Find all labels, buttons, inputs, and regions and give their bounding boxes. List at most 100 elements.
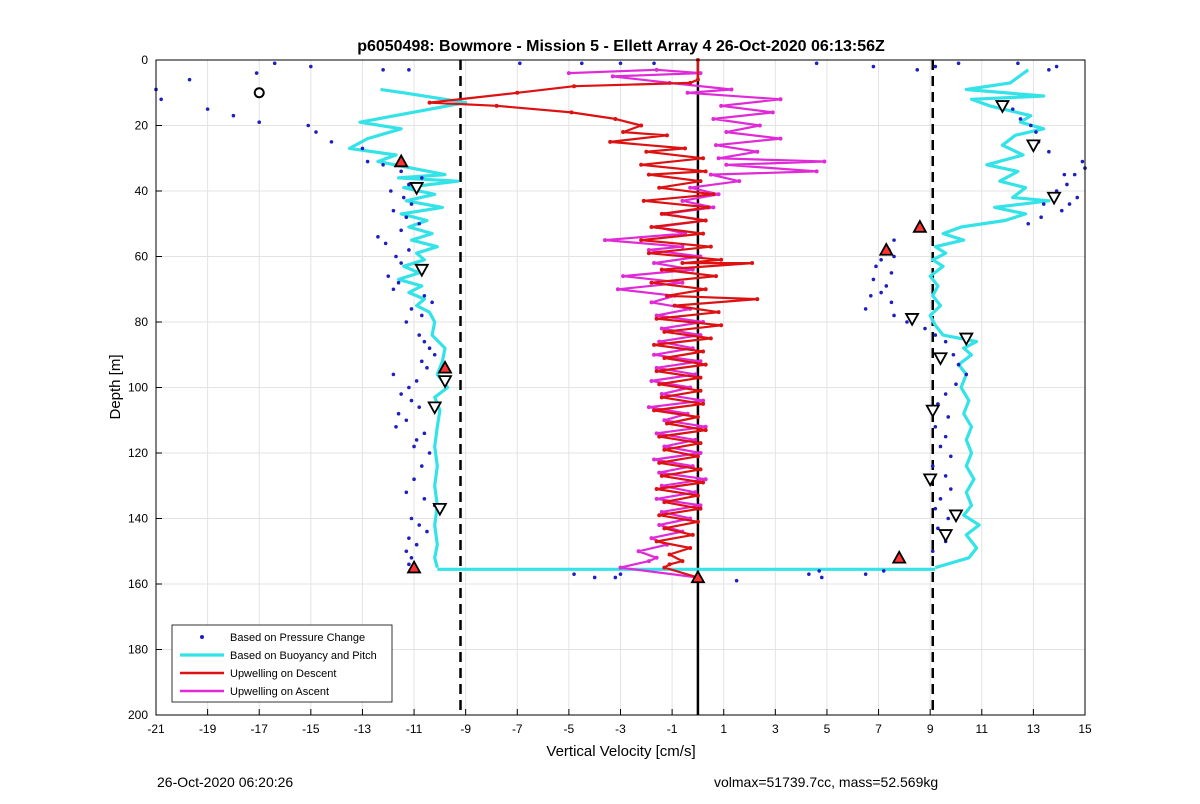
- ascent-point: [657, 339, 662, 344]
- pressure-point: [414, 542, 419, 547]
- pressure-point: [425, 529, 429, 534]
- ascent-point: [708, 172, 713, 177]
- pressure-point: [407, 562, 411, 567]
- up-triangle-marker: [690, 569, 706, 584]
- descent-point: [659, 211, 664, 216]
- descent-point: [662, 500, 667, 505]
- ascent-point: [711, 116, 716, 121]
- descent-point: [708, 336, 713, 341]
- pressure-point: [414, 379, 419, 383]
- pressure-point: [734, 578, 739, 583]
- pressure-point: [231, 113, 236, 118]
- ascent-point: [755, 149, 760, 154]
- x-tick-label: 7: [875, 722, 882, 736]
- descent-point: [667, 552, 672, 557]
- pressure-point: [396, 280, 401, 285]
- descent-point: [657, 460, 662, 465]
- pressure-point: [314, 130, 318, 134]
- ascent-point: [659, 326, 664, 331]
- ascent-point: [693, 490, 698, 495]
- ascent-point: [610, 74, 615, 79]
- y-tick-label: 20: [135, 119, 149, 133]
- pressure-point: [874, 264, 878, 269]
- descent-point: [639, 238, 644, 243]
- descent-point: [662, 329, 667, 334]
- x-tick-label: -13: [354, 722, 372, 736]
- ascent-point: [649, 536, 654, 541]
- pressure-point: [518, 61, 522, 66]
- pressure-point: [1029, 123, 1033, 128]
- pressure-point: [391, 208, 396, 213]
- pressure-point: [419, 176, 424, 180]
- descent-point: [652, 408, 657, 413]
- x-axis-label: Vertical Velocity [cm/s]: [546, 743, 695, 760]
- pressure-point: [422, 431, 427, 436]
- descent-point: [572, 84, 577, 89]
- descent-point: [683, 146, 688, 151]
- up-triangle-marker: [891, 549, 907, 564]
- descent-point: [608, 139, 613, 144]
- pressure-point: [404, 549, 409, 554]
- y-tick-label: 40: [135, 184, 149, 198]
- descent-point: [662, 526, 667, 531]
- ascent-point: [662, 444, 667, 449]
- pressure-point: [432, 352, 437, 357]
- pressure-point: [417, 405, 422, 409]
- ascent-point: [646, 405, 651, 410]
- descent-point: [708, 244, 713, 249]
- pressure-point: [592, 575, 597, 580]
- pressure-point: [964, 372, 969, 377]
- descent-point: [719, 257, 724, 262]
- descent-point: [654, 487, 659, 492]
- legend-label: Upwelling on Descent: [230, 668, 336, 680]
- descent-point: [695, 414, 700, 419]
- pressure-point: [943, 434, 948, 439]
- pressure-point: [930, 464, 935, 468]
- descent-point: [654, 316, 659, 321]
- pressure-point: [819, 575, 824, 580]
- y-axis-label: Depth [m]: [107, 354, 124, 419]
- descent-point: [680, 261, 685, 266]
- pressure-point: [381, 68, 385, 72]
- ascent-point: [778, 97, 783, 102]
- descent-point: [657, 382, 662, 387]
- down-triangle-marker: [1046, 191, 1062, 206]
- pressure-point: [954, 382, 958, 387]
- down-triangle-marker: [994, 100, 1010, 114]
- pressure-point: [425, 366, 429, 370]
- x-tick-label: -11: [406, 722, 423, 736]
- descent-point: [698, 179, 703, 184]
- y-tick-label: 180: [128, 643, 148, 657]
- x-tick-label: -15: [302, 722, 320, 736]
- buoyancy-line-downcast: [928, 68, 1051, 570]
- y-tick-label: 80: [135, 315, 149, 329]
- pressure-point: [956, 362, 961, 367]
- descent-point: [719, 323, 724, 328]
- y-tick-label: 120: [128, 446, 148, 460]
- pressure-point: [949, 454, 953, 459]
- ascent-point: [698, 503, 703, 508]
- descent-point: [654, 369, 659, 374]
- reference-lines: [459, 60, 934, 715]
- pressure-point: [407, 68, 411, 72]
- ascent-point: [690, 267, 695, 272]
- pressure-point: [409, 556, 414, 560]
- pressure-point: [652, 61, 656, 66]
- pressure-point: [187, 77, 192, 82]
- ascent-point: [566, 71, 571, 76]
- x-tick-label: -3: [615, 722, 626, 736]
- pressure-point: [412, 477, 416, 482]
- pressure-point: [417, 523, 422, 527]
- descent-point: [711, 192, 716, 197]
- down-triangle-marker: [432, 502, 448, 517]
- pressure-point: [905, 320, 909, 324]
- pressure-point: [579, 61, 584, 66]
- pressure-point: [956, 61, 961, 66]
- descent-point: [494, 103, 499, 108]
- descent-point: [701, 231, 706, 236]
- descent-point: [659, 395, 664, 400]
- pressure-point: [417, 333, 422, 337]
- pressure-point: [329, 140, 334, 144]
- circle-marker: [253, 87, 265, 99]
- legend-label: Based on Pressure Change: [230, 632, 365, 644]
